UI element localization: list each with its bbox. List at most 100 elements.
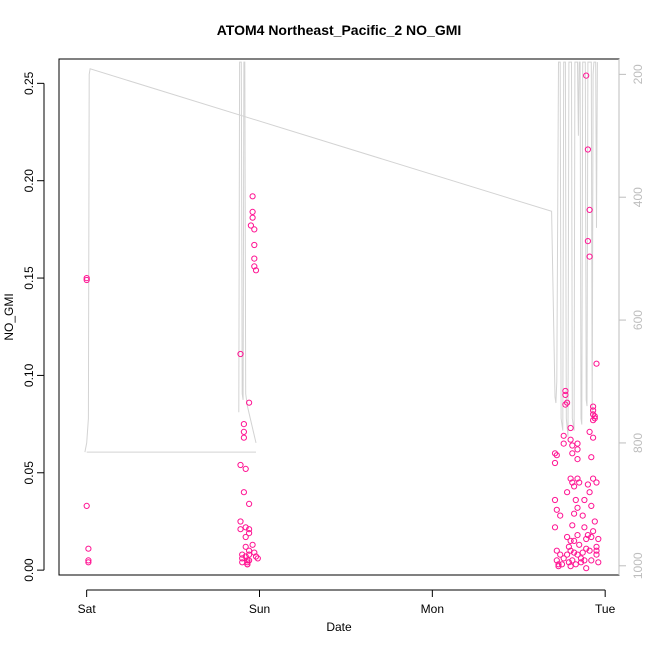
data-point bbox=[581, 496, 588, 504]
data-point bbox=[593, 547, 600, 554]
data-point bbox=[584, 481, 592, 488]
data-point bbox=[583, 545, 590, 552]
y-tick-label: 0.00 bbox=[22, 558, 36, 582]
data-points-layer bbox=[83, 72, 602, 572]
data-point bbox=[590, 475, 597, 482]
data-point bbox=[567, 537, 574, 545]
data-point bbox=[251, 241, 258, 249]
right-axis-tick-label: 200 bbox=[631, 64, 645, 84]
y-tick-label: 0.15 bbox=[22, 266, 36, 290]
data-point bbox=[574, 446, 581, 453]
data-point bbox=[237, 518, 244, 525]
data-point bbox=[239, 559, 246, 566]
data-point bbox=[237, 461, 244, 469]
data-point bbox=[240, 489, 247, 496]
data-point bbox=[83, 502, 90, 509]
data-point bbox=[571, 537, 578, 545]
data-point bbox=[240, 434, 247, 441]
data-point bbox=[246, 526, 253, 533]
data-point bbox=[569, 442, 576, 449]
data-point bbox=[591, 415, 598, 422]
data-point bbox=[252, 267, 260, 274]
data-point bbox=[251, 226, 258, 233]
data-point bbox=[555, 563, 562, 570]
data-point bbox=[560, 555, 567, 562]
data-point bbox=[581, 557, 588, 564]
data-point bbox=[558, 561, 566, 568]
data-point bbox=[572, 561, 579, 568]
plot-frame bbox=[58, 58, 620, 576]
data-point bbox=[586, 253, 593, 260]
data-point bbox=[593, 360, 600, 367]
data-point bbox=[557, 551, 564, 558]
pressure-line bbox=[84, 61, 598, 453]
y-tick-label: 0.10 bbox=[22, 363, 36, 387]
data-point bbox=[560, 432, 567, 439]
y-axis-title: NO_GMI bbox=[2, 293, 16, 340]
data-point bbox=[551, 459, 559, 467]
data-point bbox=[555, 561, 562, 568]
data-point bbox=[237, 526, 244, 533]
data-point bbox=[242, 533, 249, 541]
data-point bbox=[567, 475, 574, 482]
data-point bbox=[593, 479, 600, 486]
data-point bbox=[564, 399, 571, 406]
data-point bbox=[576, 479, 583, 486]
data-point bbox=[579, 549, 586, 556]
data-point bbox=[591, 518, 598, 525]
data-point bbox=[239, 551, 246, 558]
data-point bbox=[593, 543, 600, 550]
data-point bbox=[571, 549, 578, 556]
chart-title: ATOM4 Northeast_Pacific_2 NO_GMI bbox=[217, 22, 462, 38]
data-point bbox=[83, 275, 90, 282]
data-point bbox=[590, 403, 597, 410]
x-tick-label: Sun bbox=[249, 602, 270, 616]
data-point bbox=[564, 533, 571, 541]
data-point bbox=[557, 512, 564, 519]
data-point bbox=[583, 565, 590, 572]
axes-layer: Sat Sun Mon Tue 0.00 0.05 0.10 0.15 0.20 0.25 200 4… bbox=[22, 58, 645, 616]
pressure-line-layer bbox=[84, 61, 598, 453]
data-point bbox=[237, 350, 244, 358]
data-point bbox=[593, 551, 600, 558]
data-point bbox=[244, 559, 251, 566]
data-point bbox=[562, 391, 569, 398]
data-point bbox=[240, 421, 247, 428]
data-point bbox=[574, 475, 581, 482]
data-point bbox=[574, 456, 581, 463]
data-point bbox=[569, 557, 576, 564]
right-axis-tick-label: 400 bbox=[631, 187, 645, 207]
data-point bbox=[565, 559, 573, 566]
data-point bbox=[590, 407, 597, 414]
data-point bbox=[574, 551, 581, 558]
data-point bbox=[551, 450, 559, 457]
data-point bbox=[569, 522, 576, 529]
x-tick-label: Tue bbox=[595, 602, 616, 616]
data-point bbox=[85, 545, 92, 552]
data-point bbox=[590, 411, 597, 418]
data-point bbox=[553, 557, 560, 564]
data-point bbox=[564, 551, 571, 558]
data-point bbox=[590, 434, 597, 441]
data-point bbox=[242, 543, 249, 550]
data-point bbox=[242, 524, 249, 531]
data-point bbox=[567, 563, 574, 570]
data-point bbox=[590, 528, 597, 535]
data-point bbox=[254, 555, 261, 562]
data-point bbox=[244, 561, 251, 568]
data-point bbox=[595, 535, 602, 543]
data-point bbox=[586, 428, 593, 435]
data-point bbox=[551, 496, 559, 504]
data-point bbox=[586, 489, 593, 496]
data-point bbox=[584, 238, 592, 245]
data-point bbox=[577, 559, 585, 566]
data-point bbox=[591, 413, 598, 420]
data-point bbox=[249, 541, 256, 548]
data-point bbox=[562, 401, 569, 408]
data-point bbox=[244, 557, 251, 564]
data-point bbox=[251, 255, 258, 262]
data-point bbox=[246, 557, 253, 564]
data-point bbox=[560, 440, 567, 447]
data-point bbox=[85, 559, 92, 566]
